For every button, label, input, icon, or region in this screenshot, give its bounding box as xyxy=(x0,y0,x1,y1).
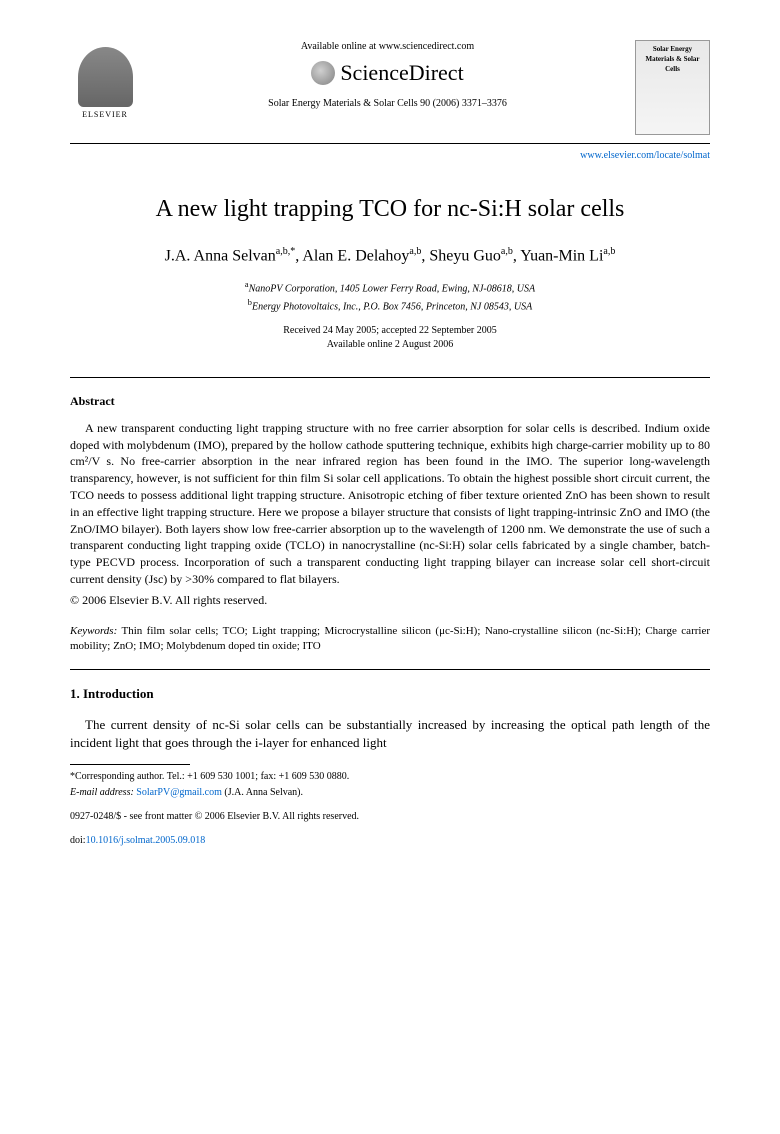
sciencedirect-icon xyxy=(311,61,335,85)
keywords-text: Thin film solar cells; TCO; Light trappi… xyxy=(70,625,710,652)
article-dates: Received 24 May 2005; accepted 22 Septem… xyxy=(70,324,710,352)
divider xyxy=(70,669,710,670)
center-header: Available online at www.sciencedirect.co… xyxy=(140,40,635,111)
author-email-link[interactable]: SolarPV@gmail.com xyxy=(136,787,222,798)
abstract-body: A new transparent conducting light trapp… xyxy=(70,420,710,588)
doi-label: doi: xyxy=(70,835,86,846)
email-footnote: E-mail address: SolarPV@gmail.com (J.A. … xyxy=(70,786,710,800)
sciencedirect-label: ScienceDirect xyxy=(340,58,463,89)
received-date: Received 24 May 2005; accepted 22 Septem… xyxy=(70,324,710,338)
journal-cover-thumbnail: Solar Energy Materials & Solar Cells xyxy=(635,40,710,135)
journal-cover-title: Solar Energy Materials & Solar Cells xyxy=(640,45,705,74)
email-label: E-mail address: xyxy=(70,787,136,798)
divider xyxy=(70,377,710,378)
elsevier-tree-icon xyxy=(78,47,133,107)
available-online-text: Available online at www.sciencedirect.co… xyxy=(150,40,625,54)
affiliation-b: bEnergy Photovoltaics, Inc., P.O. Box 74… xyxy=(70,297,710,314)
elsevier-logo: ELSEVIER xyxy=(70,40,140,120)
footnote-separator xyxy=(70,764,190,765)
affiliations: aNanoPV Corporation, 1405 Lower Ferry Ro… xyxy=(70,279,710,314)
introduction-body: The current density of nc-Si solar cells… xyxy=(70,716,710,752)
corresponding-author-footnote: *Corresponding author. Tel.: +1 609 530 … xyxy=(70,770,710,784)
keywords: Keywords: Thin film solar cells; TCO; Li… xyxy=(70,624,710,655)
elsevier-label: ELSEVIER xyxy=(82,109,128,120)
introduction-heading: 1. Introduction xyxy=(70,685,710,703)
sciencedirect-brand: ScienceDirect xyxy=(150,58,625,89)
doi-link[interactable]: 10.1016/j.solmat.2005.09.018 xyxy=(86,835,206,846)
keywords-label: Keywords: xyxy=(70,625,117,637)
abstract-heading: Abstract xyxy=(70,393,710,410)
page-header: ELSEVIER Available online at www.science… xyxy=(70,40,710,144)
issn-line: 0927-0248/$ - see front matter © 2006 El… xyxy=(70,810,710,824)
affiliation-a: aNanoPV Corporation, 1405 Lower Ferry Ro… xyxy=(70,279,710,296)
journal-reference: Solar Energy Materials & Solar Cells 90 … xyxy=(150,97,625,111)
email-suffix: (J.A. Anna Selvan). xyxy=(222,787,303,798)
online-date: Available online 2 August 2006 xyxy=(70,338,710,352)
doi-line: doi:10.1016/j.solmat.2005.09.018 xyxy=(70,834,710,848)
author-list: J.A. Anna Selvana,b,*, Alan E. Delahoya,… xyxy=(70,245,710,268)
abstract-copyright: © 2006 Elsevier B.V. All rights reserved… xyxy=(70,592,710,609)
journal-url-link[interactable]: www.elsevier.com/locate/solmat xyxy=(70,149,710,163)
article-title: A new light trapping TCO for nc-Si:H sol… xyxy=(70,193,710,227)
